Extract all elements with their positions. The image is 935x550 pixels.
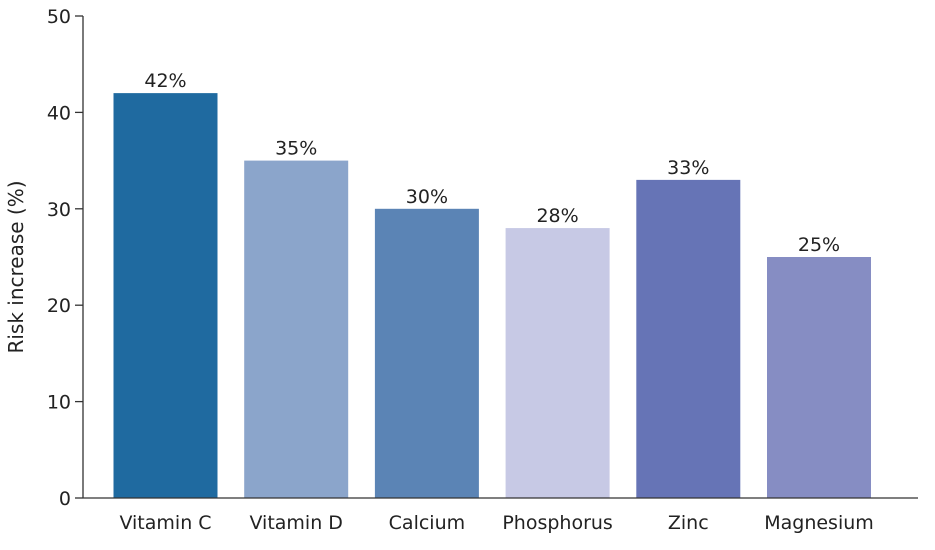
y-tick-label: 10 bbox=[47, 392, 71, 414]
bar-magnesium bbox=[767, 257, 871, 498]
bar-value-label: 30% bbox=[406, 186, 448, 208]
bar-calcium bbox=[374, 208, 479, 499]
y-tick-label: 30 bbox=[47, 199, 71, 221]
y-axis-title: Risk increase (%) bbox=[4, 180, 28, 353]
bar-value-label: 28% bbox=[536, 205, 578, 227]
x-category-label: Vitamin C bbox=[119, 512, 211, 534]
x-category-label: Vitamin D bbox=[249, 512, 342, 534]
x-category-label: Phosphorus bbox=[502, 512, 613, 534]
y-tick-label: 0 bbox=[59, 488, 71, 510]
y-tick-label: 40 bbox=[47, 102, 71, 124]
y-tick-label: 50 bbox=[47, 6, 71, 28]
y-tick-label: 20 bbox=[47, 295, 71, 317]
bar-vitamin-d bbox=[244, 160, 349, 498]
bar-value-label: 33% bbox=[667, 157, 709, 179]
x-category-label: Magnesium bbox=[764, 512, 874, 534]
bar-value-label: 25% bbox=[798, 234, 840, 256]
bar-zinc bbox=[636, 179, 741, 498]
bar-value-label: 35% bbox=[275, 138, 317, 160]
bar-value-label: 42% bbox=[144, 70, 186, 92]
bar-phosphorus bbox=[505, 228, 610, 498]
plot-area: 0 10 20 30 40 50 42% Vitamin C 35% Vitamin D 30% Ca… bbox=[47, 6, 874, 534]
bar-vitamin-c bbox=[113, 93, 218, 499]
x-category-label: Calcium bbox=[389, 512, 465, 534]
x-category-label: Zinc bbox=[668, 512, 709, 534]
